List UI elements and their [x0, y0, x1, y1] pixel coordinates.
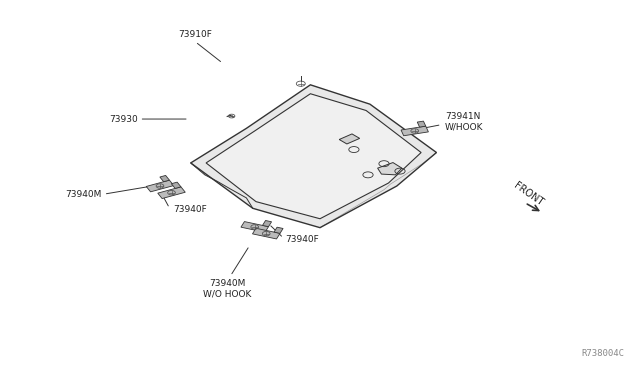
- Text: 73940M
W/O HOOK: 73940M W/O HOOK: [203, 279, 252, 298]
- Polygon shape: [191, 85, 436, 228]
- Text: 73930: 73930: [109, 115, 138, 124]
- Polygon shape: [241, 222, 269, 232]
- Text: 73910F: 73910F: [179, 30, 212, 39]
- Polygon shape: [274, 227, 283, 233]
- Text: 73940F: 73940F: [285, 235, 319, 244]
- Text: 73940F: 73940F: [173, 205, 207, 214]
- Polygon shape: [339, 134, 360, 144]
- Polygon shape: [262, 221, 271, 227]
- Polygon shape: [378, 163, 402, 175]
- Text: 73940M: 73940M: [65, 190, 101, 199]
- Polygon shape: [417, 121, 426, 127]
- Polygon shape: [206, 94, 421, 219]
- Text: 73941N
W/HOOK: 73941N W/HOOK: [445, 112, 483, 132]
- Text: R738004C: R738004C: [581, 349, 624, 358]
- Polygon shape: [172, 182, 181, 189]
- Polygon shape: [160, 176, 170, 182]
- Text: FRONT: FRONT: [512, 180, 545, 208]
- Polygon shape: [146, 180, 174, 192]
- Polygon shape: [252, 228, 280, 239]
- Polygon shape: [401, 126, 428, 136]
- Polygon shape: [157, 187, 186, 199]
